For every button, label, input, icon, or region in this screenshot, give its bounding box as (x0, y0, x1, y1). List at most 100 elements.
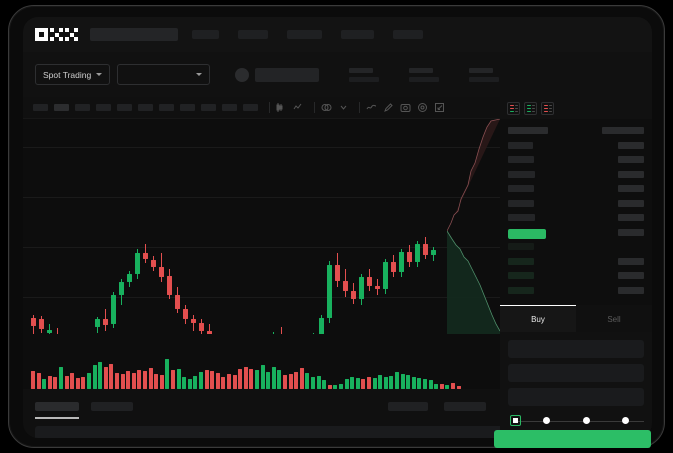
chart-volume-separator (23, 334, 500, 347)
line-style-icon[interactable] (365, 101, 378, 114)
order-price-field[interactable] (508, 340, 644, 358)
orderbook-amount-last[interactable] (618, 228, 644, 236)
volume-chart (23, 347, 500, 389)
timeframe-option-9[interactable] (201, 104, 216, 111)
orderbook-rows[interactable] (500, 119, 652, 305)
chevron-down-icon (96, 73, 103, 76)
header-nav-item-2[interactable] (238, 30, 268, 39)
orderbook-price-bid[interactable] (508, 286, 534, 294)
compare-icon[interactable] (320, 101, 333, 114)
primary-cta-button[interactable] (494, 430, 651, 448)
toolbar-divider (314, 102, 315, 113)
header-nav-item-3[interactable] (287, 30, 322, 39)
orderbook-amount-ask[interactable] (618, 170, 644, 178)
volume-bar (451, 383, 455, 389)
drawing-pencil-icon[interactable] (382, 101, 395, 114)
fullscreen-icon[interactable] (433, 101, 446, 114)
timeframe-option-5[interactable] (117, 104, 132, 111)
candle-wick (49, 324, 50, 334)
orderbook-amount-ask[interactable] (618, 156, 644, 163)
orderbook-price-ask[interactable] (508, 199, 534, 207)
volume-bar (339, 384, 343, 389)
timeframe-option-7[interactable] (159, 104, 174, 111)
orderbook-amount-bid[interactable] (618, 272, 644, 279)
candle-wick (209, 324, 210, 334)
candlestick-type-icon[interactable] (275, 101, 288, 114)
coin-avatar-icon (235, 67, 250, 82)
header-nav-item-5[interactable] (393, 30, 423, 39)
orders-tab-open[interactable] (35, 402, 79, 411)
orderbook-price-ask[interactable] (508, 185, 534, 192)
candle-body (95, 319, 100, 327)
settings-gear-icon[interactable] (416, 101, 429, 114)
header-nav-item-4[interactable] (341, 30, 374, 39)
logo-letter-o (35, 28, 48, 41)
indicators-icon[interactable] (292, 101, 305, 114)
gridline-1 (23, 147, 500, 148)
timeframe-option-3[interactable] (75, 104, 90, 111)
chart-settings-chevron-icon[interactable] (337, 101, 350, 114)
okx-logo[interactable] (35, 28, 78, 41)
volume-bar (378, 375, 383, 389)
orderbook-price-ask[interactable] (508, 141, 533, 149)
candle-body (375, 286, 380, 289)
stepper-step-4[interactable] (622, 417, 629, 424)
tab-sell[interactable]: Sell (576, 305, 652, 332)
candle-body (119, 282, 124, 295)
timeframe-option-1[interactable] (33, 104, 48, 111)
orders-tab-history[interactable] (91, 402, 133, 411)
orderbook-bids-icon[interactable] (524, 101, 537, 115)
orderbook-price-ask[interactable] (508, 156, 534, 163)
orderbook-price-bid[interactable] (508, 243, 534, 250)
orderbook-both-icon[interactable] (507, 101, 520, 115)
stepper-step-2[interactable] (543, 417, 550, 424)
orderbook-amount-ask[interactable] (602, 127, 644, 134)
orderbook-price-bid[interactable] (508, 272, 534, 279)
candle-body (367, 277, 372, 286)
market-subheader: Spot Trading (23, 52, 652, 97)
volume-bar (47, 376, 52, 389)
depth-chart-overlay (447, 119, 500, 334)
snapshot-camera-icon[interactable] (399, 101, 412, 114)
volume-bar (316, 376, 321, 389)
chart-toolbar (23, 97, 500, 119)
candle-body (127, 274, 132, 282)
trading-mode-label: Spot Trading (43, 69, 92, 80)
price-chart[interactable] (23, 119, 500, 334)
orderbook-last-price[interactable] (508, 228, 546, 239)
orderbook-amount-bid[interactable] (618, 257, 644, 265)
timeframe-option-11[interactable] (243, 104, 258, 111)
candle-body (191, 319, 196, 323)
orderbook-amount-bid[interactable] (618, 286, 644, 294)
toolbar-divider (359, 102, 360, 113)
timeframe-option-10[interactable] (222, 104, 237, 111)
orderbook-price-bid[interactable] (508, 257, 534, 265)
candle-body (47, 330, 52, 333)
candle-body (343, 281, 348, 291)
orderbook-amount-ask[interactable] (618, 141, 644, 149)
orderbook-price-ask[interactable] (508, 127, 548, 134)
order-total-field[interactable] (508, 388, 644, 406)
search-input[interactable] (90, 28, 178, 41)
stepper-step-1-active[interactable] (510, 415, 521, 426)
timeframe-option-6[interactable] (138, 104, 153, 111)
candle-wick (281, 327, 282, 334)
timeframe-option-4[interactable] (96, 104, 111, 111)
timeframe-option-8[interactable] (180, 104, 195, 111)
orderbook-asks-icon[interactable] (541, 101, 554, 115)
header-nav-item-1[interactable] (192, 30, 219, 39)
orders-action-primary[interactable] (388, 402, 428, 411)
orderbook-amount-ask[interactable] (618, 214, 644, 221)
orderbook-price-ask[interactable] (508, 170, 535, 178)
orderbook-price-ask[interactable] (508, 214, 535, 221)
stepper-step-3[interactable] (583, 417, 590, 424)
orderbook-amount-ask[interactable] (618, 199, 644, 207)
timeframe-option-2[interactable] (54, 104, 69, 111)
trading-pair-selector[interactable] (117, 64, 211, 85)
orderbook-amount-ask[interactable] (618, 185, 644, 192)
orders-action-secondary[interactable] (444, 402, 486, 411)
tab-buy[interactable]: Buy (500, 305, 576, 332)
order-amount-field[interactable] (508, 364, 644, 382)
volume-bar (395, 372, 399, 389)
trading-mode-selector[interactable]: Spot Trading (35, 64, 111, 85)
